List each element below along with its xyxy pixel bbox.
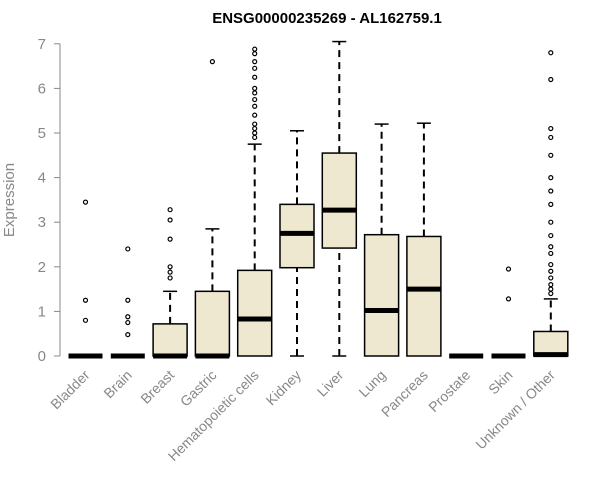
x-tick-label: Skin: [485, 367, 516, 398]
outlier-point: [167, 217, 173, 223]
box-pancreas: [406, 122, 442, 357]
box-kidney: [279, 130, 315, 357]
x-tick-label: Lung: [355, 367, 388, 400]
outlier-point: [252, 46, 258, 52]
outlier-point: [167, 269, 173, 275]
outlier-point: [82, 297, 89, 303]
outlier-point: [252, 96, 258, 103]
outlier-point: [209, 59, 215, 65]
outlier-point: [252, 90, 258, 96]
outlier-point: [252, 103, 258, 109]
outlier-point: [167, 264, 173, 270]
x-tick-label: Breast: [137, 367, 177, 407]
x-tick-label: Prostate: [425, 367, 473, 415]
box-body: [533, 330, 569, 357]
outlier-point: [125, 297, 131, 303]
outlier-point: [548, 261, 554, 268]
outlier-point: [82, 199, 89, 205]
outlier-point: [548, 290, 554, 297]
outlier-point: [548, 268, 554, 274]
y-tick-label: 3: [38, 214, 46, 231]
outlier-point: [252, 125, 258, 132]
boxes-group: [68, 40, 569, 359]
x-tick-label: Brain: [100, 367, 134, 401]
outlier-point: [548, 50, 554, 56]
outlier-point: [252, 65, 258, 71]
chart-title: ENSG00000235269 - AL162759.1: [212, 10, 442, 27]
outlier-point: [252, 134, 258, 141]
y-tick-label: 0: [38, 348, 46, 365]
outlier-point: [125, 314, 131, 320]
outlier-point: [252, 130, 258, 136]
outlier-point: [548, 175, 554, 181]
outlier-point: [548, 152, 554, 158]
outlier-point: [548, 188, 554, 194]
box-unknown-other: [533, 50, 569, 358]
box-gastric: [194, 59, 231, 359]
outlier-point: [548, 244, 554, 250]
outlier-point: [125, 331, 131, 338]
outlier-point: [252, 85, 258, 92]
outlier-point: [548, 232, 554, 239]
y-tick-label: 4: [38, 170, 46, 187]
outlier-point: [548, 219, 554, 225]
x-tick-label: Unknown / Other: [472, 367, 558, 453]
y-tick-label: 5: [38, 125, 46, 142]
outlier-point: [548, 282, 554, 288]
box-skin: [491, 266, 526, 359]
x-tick-label: Bladder: [47, 367, 93, 413]
outlier-point: [252, 74, 258, 80]
x-tick-label: Pancreas: [378, 367, 431, 420]
outlier-point: [548, 275, 554, 281]
outlier-point: [167, 275, 173, 281]
box-lung: [363, 123, 400, 357]
y-tick-label: 1: [38, 303, 46, 320]
outlier-point: [505, 296, 512, 302]
outlier-point: [548, 250, 554, 257]
outlier-point: [548, 134, 554, 141]
outlier-point: [252, 59, 258, 65]
outlier-point: [548, 125, 554, 132]
box-liver: [321, 40, 358, 357]
outlier-point: [548, 76, 554, 83]
outlier-point: [252, 121, 258, 127]
box-hematopoietic-cells: [236, 46, 273, 357]
outlier-point: [252, 112, 258, 118]
box-body: [279, 203, 315, 269]
box-body: [406, 235, 442, 357]
box-body: [236, 269, 273, 357]
x-tick-label: Liver: [314, 367, 347, 400]
box-body: [321, 152, 358, 249]
outlier-point: [548, 201, 554, 207]
axes-group: 0 1 2 3 4 5 6 7: [38, 36, 61, 365]
y-tick-label: 6: [38, 80, 46, 97]
outlier-point: [82, 317, 89, 323]
y-axis-label: Expression: [1, 163, 18, 237]
outlier-point: [548, 286, 554, 292]
outlier-point: [505, 266, 512, 272]
box-brain: [110, 246, 145, 359]
outlier-point: [252, 51, 258, 57]
outlier-point: [125, 319, 131, 326]
y-tick-label: 7: [38, 36, 46, 53]
outlier-point: [167, 207, 173, 213]
outlier-point: [167, 236, 173, 242]
box-body: [152, 323, 188, 357]
y-tick-label: 2: [38, 259, 46, 276]
box-bladder: [68, 199, 103, 359]
x-tick-label: Kidney: [263, 367, 305, 409]
box-body: [194, 290, 231, 357]
box-body: [363, 233, 400, 357]
box-breast: [152, 207, 188, 359]
outlier-point: [125, 246, 131, 252]
